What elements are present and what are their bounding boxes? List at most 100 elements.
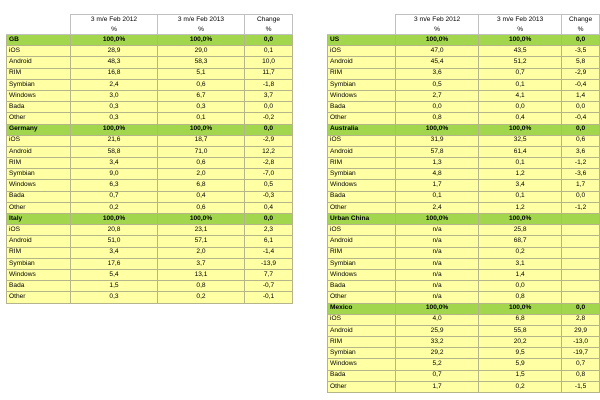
- share-2012: 1,7: [395, 380, 480, 394]
- os-row: RIM 33,2 20,2 -13,0: [326, 336, 600, 349]
- share-2012: 20,8: [70, 224, 158, 237]
- share-2013: 6,7: [157, 89, 245, 103]
- share-2013: 2,0: [157, 168, 245, 181]
- os-name: Windows: [326, 358, 397, 371]
- os-row: Bada 0,1 0,1 0,0: [326, 190, 600, 203]
- country-name: Mexico: [326, 302, 397, 315]
- share-2013: 0,2: [478, 246, 563, 259]
- share-2012: 6,3: [70, 179, 158, 192]
- share-2013: 0,6: [157, 157, 245, 170]
- share-change: -7,0: [244, 168, 293, 181]
- os-row: Android 45,4 51,2 5,8: [326, 56, 600, 69]
- os-name: Symbian: [6, 168, 71, 181]
- share-2013: 29,0: [157, 45, 245, 58]
- country-row: Mexico 100,0% 100,0% 0,0: [326, 302, 600, 315]
- os-name: Windows: [6, 89, 71, 103]
- share-2012: 0,7: [395, 369, 480, 382]
- share-2013: 71,0: [157, 145, 245, 159]
- os-row: Windows 5,4 13,1 7,7: [6, 268, 293, 282]
- share-2012: n/a: [395, 257, 480, 270]
- country-total-change: 0,0: [244, 33, 293, 47]
- share-change: 3,7: [244, 89, 293, 103]
- country-total-2013: 100,0%: [478, 302, 563, 315]
- share-2013: 57,1: [157, 235, 245, 248]
- os-row: iOS 4,0 6,8 2,8: [326, 313, 600, 326]
- os-name: iOS: [6, 224, 71, 237]
- os-row: Other 0,3 0,1 -0,2: [6, 112, 293, 125]
- column-header-1: 3 m/e Feb 2012%: [70, 14, 158, 35]
- header-row: 3 m/e Feb 2012% 3 m/e Feb 2013% Change%: [6, 14, 293, 35]
- share-2013: 5,1: [157, 67, 245, 80]
- share-2012: 0,1: [395, 190, 480, 203]
- column-header-unit: %: [577, 25, 584, 33]
- os-row: Bada n/a 0,0: [326, 280, 600, 293]
- column-header-title: 3 m/e Feb 2012: [90, 16, 138, 23]
- country-total-change: 0,0: [561, 123, 600, 136]
- left-market-share-table: 3 m/e Feb 2012% 3 m/e Feb 2013% Change% GB 1…: [6, 14, 293, 304]
- os-name: Symbian: [6, 78, 71, 91]
- os-name: Bada: [6, 190, 71, 203]
- share-2013: 3,4: [478, 179, 563, 192]
- os-name: Android: [6, 235, 71, 248]
- os-name: iOS: [6, 134, 71, 147]
- os-row: Android 48,3 58,3 10,0: [6, 56, 293, 69]
- country-total-2012: 100,0%: [395, 123, 480, 136]
- share-change: -3,6: [561, 168, 600, 181]
- share-change: 1,7: [561, 179, 600, 192]
- share-2013: 58,3: [157, 56, 245, 69]
- os-row: RIM n/a 0,2: [326, 246, 600, 259]
- share-2013: 0,8: [478, 291, 563, 304]
- os-name: Windows: [326, 179, 397, 192]
- share-change: -0,7: [244, 280, 293, 293]
- share-2012: 0,3: [70, 112, 158, 125]
- os-name: Windows: [326, 89, 397, 103]
- os-row: Bada 0,0 0,0 0,0: [326, 101, 600, 114]
- os-name: Symbian: [326, 78, 397, 91]
- share-2012: 33,2: [395, 336, 480, 349]
- os-row: iOS 31,9 32,5 0,6: [326, 134, 600, 147]
- share-2012: 2,7: [395, 89, 480, 103]
- country-row: Italy 100,0% 100,0% 0,0: [6, 212, 293, 226]
- country-name: Urban China: [326, 212, 397, 226]
- share-2013: 61,4: [478, 145, 563, 159]
- os-row: RIM 1,3 0,1 -1,2: [326, 157, 600, 170]
- os-row: Windows n/a 1,4: [326, 268, 600, 282]
- os-row: Symbian 29,2 9,5 -19,7: [326, 347, 600, 360]
- share-2012: 5,4: [70, 268, 158, 282]
- share-change: 5,8: [561, 56, 600, 69]
- share-2012: 4,0: [395, 313, 480, 326]
- os-name: Android: [326, 235, 397, 248]
- share-2013: 68,7: [478, 235, 563, 248]
- os-name: Symbian: [326, 347, 397, 360]
- column-header-unit: %: [265, 25, 272, 33]
- share-2013: 6,8: [157, 179, 245, 192]
- column-header-1: 3 m/e Feb 2012%: [395, 14, 480, 35]
- share-2013: 0,4: [157, 190, 245, 203]
- share-2013: 2,0: [157, 246, 245, 259]
- share-2013: 0,6: [157, 78, 245, 91]
- os-row: iOS n/a 25,8: [326, 224, 600, 237]
- share-2012: 0,5: [395, 78, 480, 91]
- share-2013: 0,3: [157, 101, 245, 114]
- share-2012: 4,8: [395, 168, 480, 181]
- os-row: Android 51,0 57,1 6,1: [6, 235, 293, 248]
- os-row: Other 0,2 0,6 0,4: [6, 201, 293, 215]
- share-2012: 57,8: [395, 145, 480, 159]
- share-2012: 45,4: [395, 56, 480, 69]
- share-change: 0,5: [244, 179, 293, 192]
- share-2013: 0,0: [478, 280, 563, 293]
- share-2012: 51,0: [70, 235, 158, 248]
- os-name: Android: [326, 56, 397, 69]
- share-2012: 47,0: [395, 45, 480, 58]
- share-2013: 0,7: [478, 67, 563, 80]
- os-name: Other: [326, 380, 397, 394]
- os-row: Symbian 9,0 2,0 -7,0: [6, 168, 293, 181]
- share-2012: 0,3: [70, 291, 158, 304]
- os-row: Symbian 0,5 0,1 -0,4: [326, 78, 600, 91]
- country-total-2012: 100,0%: [395, 302, 480, 315]
- share-2012: 3,0: [70, 89, 158, 103]
- share-2012: 1,7: [395, 179, 480, 192]
- share-2012: 0,7: [70, 190, 158, 203]
- share-change: 12,2: [244, 145, 293, 159]
- share-2012: n/a: [395, 224, 480, 237]
